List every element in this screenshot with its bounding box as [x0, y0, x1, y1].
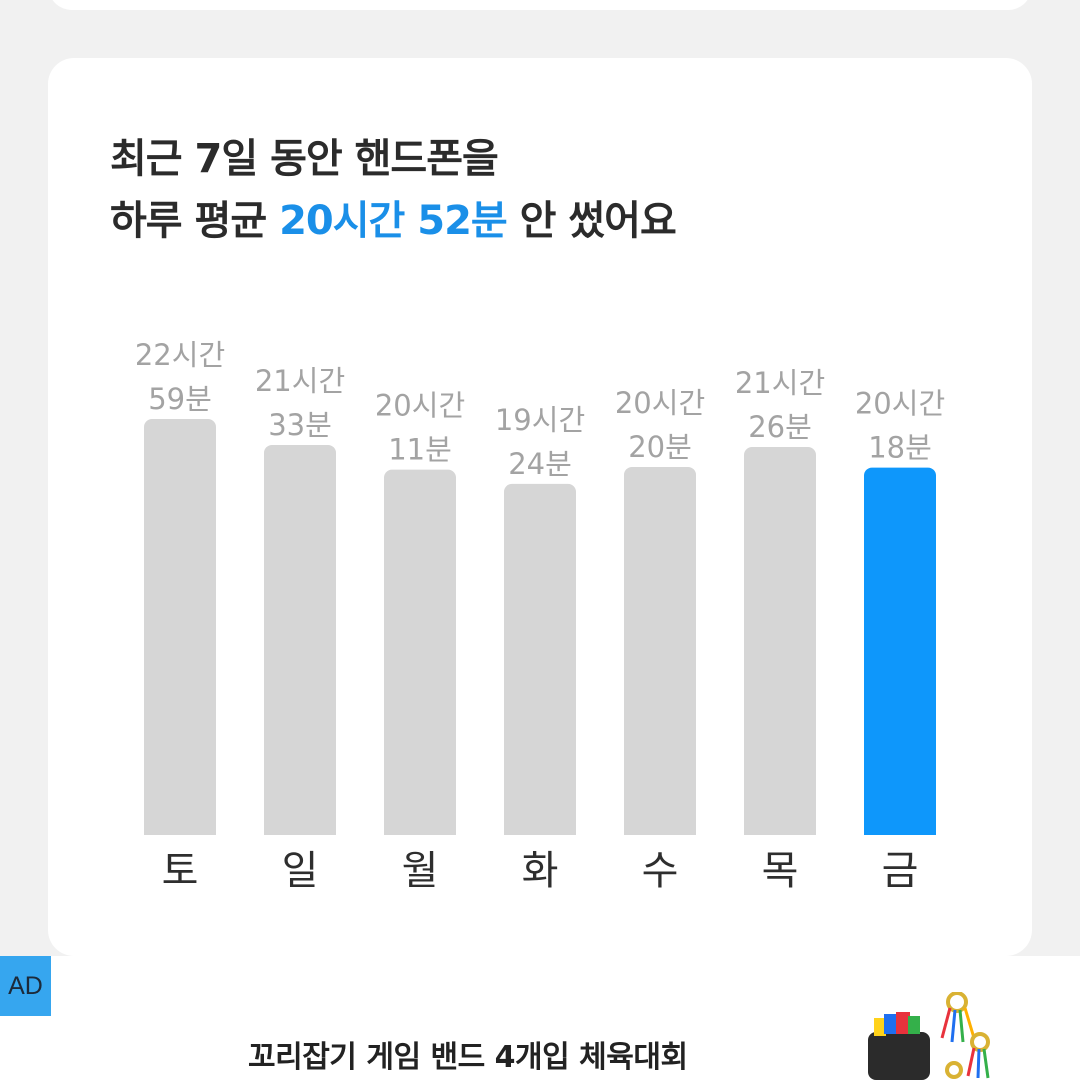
day-label: 월 — [402, 848, 439, 894]
bar-value-minutes: 20분 — [628, 430, 692, 464]
ad-title[interactable]: 꼬리잡기 게임 밴드 4개입 체육대회 — [248, 1040, 688, 1075]
bar-value-hours: 21시간 — [735, 366, 825, 400]
page-title: 최근 7일 동안 핸드폰을 하루 평균 20시간 52분 안 썼어요 — [110, 128, 677, 252]
headline-line-2: 하루 평균 20시간 52분 안 썼어요 — [110, 190, 677, 252]
day-label: 금 — [882, 848, 919, 894]
bar-목 — [744, 447, 816, 843]
bar-value-minutes: 33분 — [268, 408, 332, 442]
bar-일 — [264, 444, 336, 843]
bar-토 — [144, 419, 216, 843]
headline-line-1: 최근 7일 동안 핸드폰을 — [110, 136, 499, 182]
bar-value-minutes: 18분 — [868, 431, 932, 465]
bar-value-minutes: 26분 — [748, 410, 812, 444]
bar-value-hours: 22시간 — [135, 338, 225, 372]
day-label: 목 — [762, 848, 799, 894]
bar-value-hours: 20시간 — [375, 389, 465, 423]
bar-value-minutes: 11분 — [388, 433, 452, 467]
bar-value-hours: 19시간 — [495, 403, 585, 437]
ad-badge: AD — [0, 956, 51, 1016]
day-label: 토 — [162, 848, 199, 894]
bar-value-hours: 20시간 — [855, 387, 945, 421]
headline-suffix: 안 썼어요 — [506, 198, 677, 244]
product-bag-ribbons-icon[interactable] — [862, 992, 1012, 1080]
ad-banner[interactable]: AD 꼬리잡기 게임 밴드 4개입 체육대회 — [0, 956, 1080, 1080]
bar-value-hours: 20시간 — [615, 386, 705, 420]
bar-월 — [384, 469, 456, 843]
bar-value-minutes: 59분 — [148, 382, 212, 416]
chart-baseline-mask — [48, 835, 1032, 845]
bar-수 — [624, 466, 696, 843]
bar-화 — [504, 483, 576, 843]
headline-prefix: 하루 평균 — [110, 198, 280, 244]
day-label: 화 — [522, 848, 559, 894]
bar-value-hours: 21시간 — [255, 364, 345, 398]
bar-value-minutes: 24분 — [508, 447, 572, 481]
bar-금 — [864, 467, 936, 843]
usage-summary-card: 최근 7일 동안 핸드폰을 하루 평균 20시간 52분 안 썼어요 22시간 5… — [48, 58, 1032, 956]
day-label: 수 — [642, 848, 679, 894]
previous-card — [48, 0, 1032, 10]
average-time-highlight: 20시간 52분 — [279, 198, 508, 244]
day-label: 일 — [282, 848, 319, 894]
